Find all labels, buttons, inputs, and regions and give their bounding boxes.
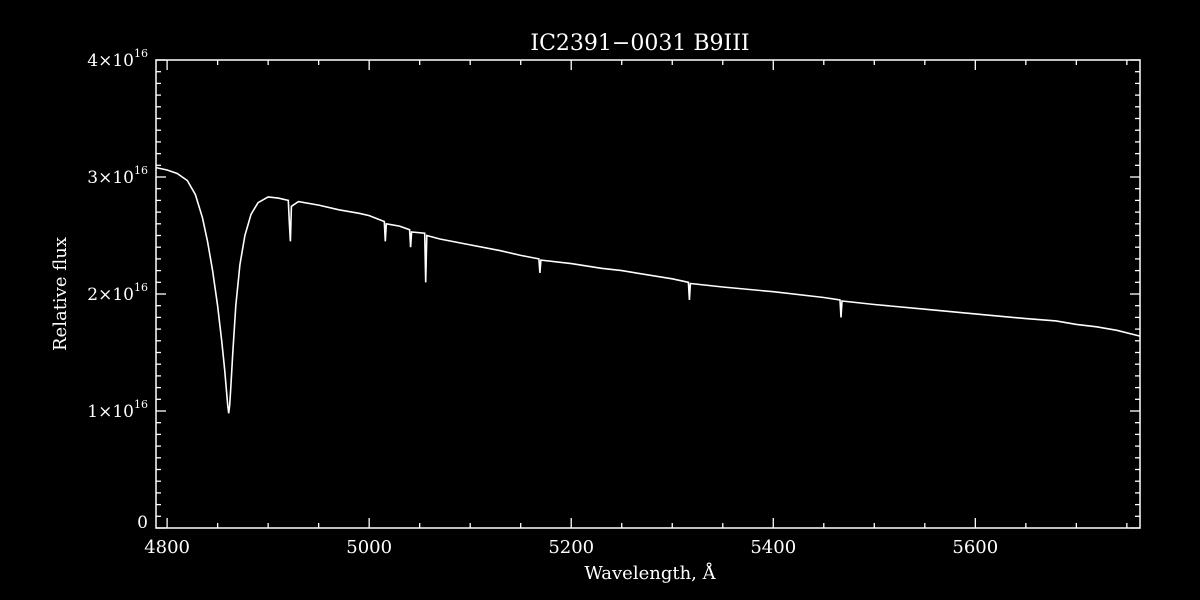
x-axis-label: Wavelength, Å — [584, 562, 716, 584]
plot-frame — [155, 59, 1141, 529]
x-tick-label: 4800 — [144, 537, 190, 558]
chart-title: IC2391−0031 B9III — [530, 31, 749, 56]
y-tick-label: 0 — [137, 513, 148, 533]
x-tick-label: 5600 — [952, 537, 998, 558]
spectrum-line — [155, 166, 1141, 414]
y-tick-label: 1×1016 — [87, 398, 148, 422]
y-axis-label: Relative flux — [50, 237, 71, 351]
y-tick-label: 2×1016 — [87, 281, 148, 305]
x-tick-label: 5400 — [750, 537, 796, 558]
y-tick-label: 3×1016 — [87, 164, 148, 188]
x-tick-label: 5000 — [346, 537, 392, 558]
x-tick-label: 5200 — [548, 537, 594, 558]
y-tick-label: 4×1016 — [87, 47, 148, 71]
